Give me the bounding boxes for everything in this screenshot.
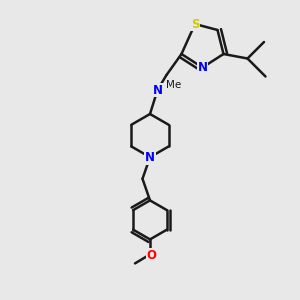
- Text: Me: Me: [167, 80, 182, 91]
- Text: N: N: [197, 61, 208, 74]
- Text: S: S: [191, 17, 199, 31]
- Text: N: N: [145, 151, 155, 164]
- Text: O: O: [146, 249, 157, 262]
- Text: N: N: [152, 83, 163, 97]
